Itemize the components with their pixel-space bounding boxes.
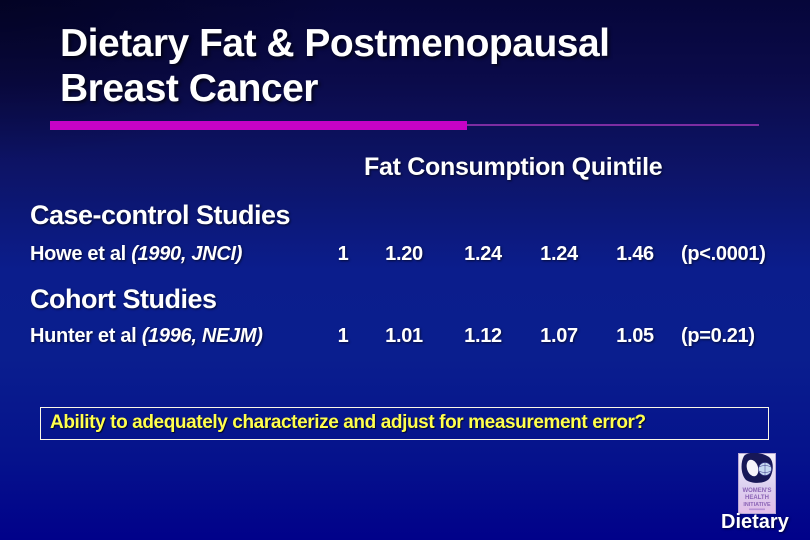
column-group-header: Fat Consumption Quintile — [364, 153, 663, 181]
p-value: (p<.0001) — [681, 243, 766, 265]
callout-box: Ability to adequately characterize and a… — [40, 407, 769, 440]
section-heading-cohort: Cohort Studies — [30, 284, 217, 314]
slide-title-line1: Dietary Fat & Postmenopausal — [60, 22, 610, 65]
study-row-howe: Howe et al (1990, JNCI) 1 1.20 1.24 1.24… — [30, 244, 800, 266]
study-citation: (1996, NEJM) — [141, 325, 263, 347]
study-name: Howe et al — [30, 243, 132, 265]
value-q4: 1.24 — [540, 243, 578, 265]
callout-text: Ability to adequately characterize and a… — [50, 412, 646, 433]
value-q2: 1.01 — [385, 325, 423, 347]
footer-label: Dietary — [721, 511, 789, 533]
value-q2: 1.20 — [385, 243, 423, 265]
logo-text-line2: HEALTH — [745, 495, 769, 501]
logo-face — [746, 459, 759, 477]
logo-globe-meridians — [758, 462, 772, 476]
study-label: Hunter et al (1996, NEJM) — [30, 326, 263, 346]
slide-title-line2: Breast Cancer — [60, 67, 318, 110]
slide-title: Dietary Fat & Postmenopausal Breast Canc… — [60, 21, 780, 111]
value-q5: 1.46 — [616, 243, 654, 265]
title-accent-line — [467, 124, 759, 126]
value-q3: 1.12 — [464, 325, 502, 347]
value-q1: 1 — [337, 325, 349, 347]
study-label: Howe et al (1990, JNCI) — [30, 244, 242, 264]
value-q1: 1 — [337, 243, 349, 265]
value-q4: 1.07 — [540, 325, 578, 347]
whi-logo-icon: WOMEN'S HEALTH INITIATIVE — [738, 453, 776, 514]
title-accent-bar — [50, 121, 467, 130]
study-name: Hunter et al — [30, 325, 142, 347]
logo-text-line1: WOMEN'S — [742, 488, 771, 494]
value-q5: 1.05 — [616, 325, 654, 347]
logo-underline — [749, 508, 765, 511]
study-citation: (1990, JNCI) — [131, 243, 243, 265]
p-value: (p=0.21) — [681, 325, 755, 347]
study-row-hunter: Hunter et al (1996, NEJM) 1 1.01 1.12 1.… — [30, 326, 800, 348]
value-q3: 1.24 — [464, 243, 502, 265]
section-heading-case-control: Case-control Studies — [30, 200, 291, 230]
logo-text-line3: INITIATIVE — [743, 502, 771, 508]
